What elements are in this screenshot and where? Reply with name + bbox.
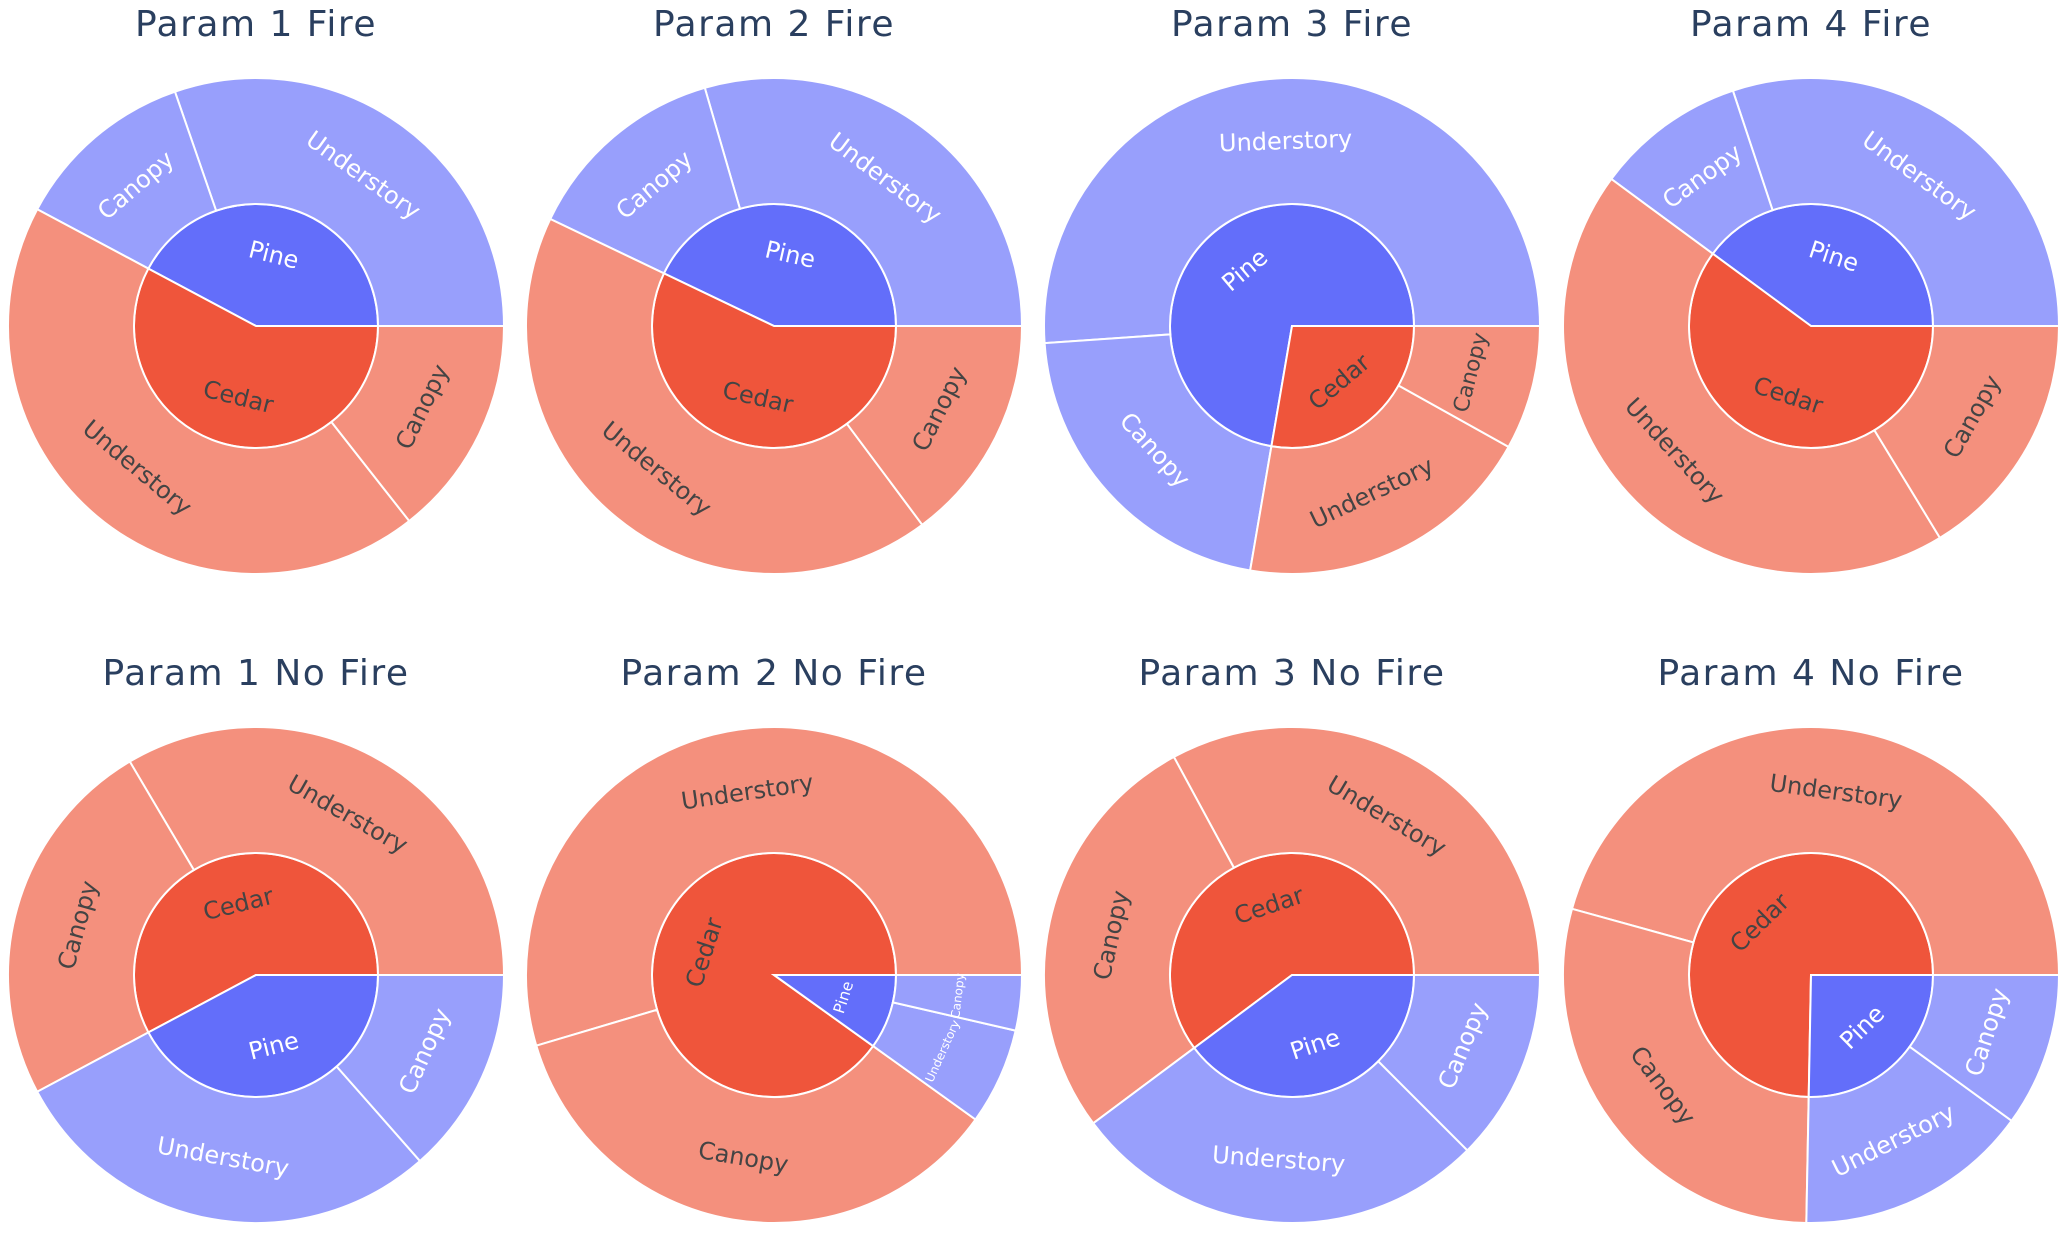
sunburst-panel: Param 3 No Fire Cedar Understory Canopy Pine… bbox=[1034, 653, 1550, 1253]
chart-title: Param 3 Fire bbox=[1170, 4, 1414, 45]
segment-cedar-canopy[interactable] bbox=[1043, 755, 1236, 1125]
segment-pine-understory[interactable] bbox=[1043, 77, 1542, 345]
segment-cedar-canopy[interactable] bbox=[7, 760, 196, 1094]
chart-title: Param 2 No Fire bbox=[620, 653, 928, 694]
segment-cedar-understory[interactable] bbox=[1248, 384, 1510, 575]
sunburst-panel: Param 1 No Fire Cedar Understory Canopy Pine… bbox=[0, 653, 514, 1253]
sunburst-chart: CedarUnderstoryCanopyPineUnderstoryCanop… bbox=[525, 726, 1024, 1224]
segment-cedar-canopy[interactable] bbox=[1873, 325, 2061, 540]
segment-cedar-understory[interactable] bbox=[7, 207, 411, 575]
segment-pine-canopy[interactable] bbox=[1908, 974, 2061, 1123]
sunburst-chart: PineUnderstoryCanopyCedarUnderstoryCanop… bbox=[525, 77, 1024, 575]
segment-pine-canopy[interactable] bbox=[335, 974, 506, 1163]
sunburst-panel: Param 1 Fire Pine Understory Canopy Cedar Und… bbox=[0, 4, 514, 604]
sunburst-chart: CedarUnderstoryCanopyPineUnderstoryCanop… bbox=[7, 726, 506, 1224]
segment-cedar-understory[interactable] bbox=[1570, 726, 2061, 976]
chart-title: Param 4 No Fire bbox=[1657, 653, 1965, 694]
segment-pine-understory[interactable] bbox=[1731, 77, 2061, 327]
chart-title: Param 3 No Fire bbox=[1138, 653, 1446, 694]
segment-cedar-canopy[interactable] bbox=[329, 325, 506, 523]
segment-pine-canopy[interactable] bbox=[1043, 333, 1273, 572]
sunburst-grid: Param 1 Fire Pine Understory Canopy Cedar Und… bbox=[0, 4, 2067, 1224]
sunburst-panel: Param 4 No Fire Cedar Understory Canopy Pine… bbox=[1553, 653, 2067, 1253]
chart-title: Param 4 Fire bbox=[1689, 4, 1933, 45]
segment-cedar-canopy[interactable] bbox=[1397, 325, 1542, 449]
sunburst-chart: PineUnderstoryCanopyCedarUnderstoryCanop… bbox=[1043, 77, 1542, 575]
sunburst-chart: CedarUnderstoryCanopyPineUnderstoryCanop… bbox=[1043, 726, 1542, 1224]
segment-pine-canopy[interactable] bbox=[35, 90, 218, 270]
sunburst-panel: Param 3 Fire Pine Understory Canopy Cedar Und… bbox=[1034, 4, 1550, 604]
segment-pine-understory[interactable] bbox=[173, 77, 506, 327]
segment-pine-understory[interactable] bbox=[1091, 1046, 1469, 1224]
sunburst-chart: CedarUnderstoryCanopyPineUnderstoryCanop… bbox=[1562, 726, 2061, 1224]
segment-pine-understory[interactable] bbox=[35, 1031, 422, 1224]
segment-pine-canopy[interactable] bbox=[891, 973, 1024, 1032]
segment-cedar-understory[interactable] bbox=[1172, 726, 1542, 976]
chart-title: Param 1 Fire bbox=[134, 4, 378, 45]
sunburst-panel: Param 4 Fire Pine Understory Canopy Cedar Und… bbox=[1553, 4, 2067, 604]
chart-title: Param 1 No Fire bbox=[102, 653, 410, 694]
sunburst-panel: Param 2 No Fire Cedar Understory Canopy Pine… bbox=[516, 653, 1032, 1253]
segment-cedar-understory[interactable] bbox=[1562, 177, 1942, 575]
segment-cedar-understory[interactable] bbox=[525, 726, 1024, 1047]
chart-title: Param 2 Fire bbox=[652, 4, 896, 45]
segment-cedar-canopy[interactable] bbox=[845, 325, 1024, 527]
segment-pine-understory[interactable] bbox=[703, 77, 1024, 327]
segment-label-canopy: Canopy bbox=[948, 973, 967, 1020]
sunburst-panel: Param 2 Fire Pine Understory Canopy Cedar Und… bbox=[516, 4, 1032, 604]
segment-pine-understory[interactable] bbox=[1805, 1045, 2014, 1224]
segment-pine-canopy[interactable] bbox=[1376, 974, 1542, 1152]
segment-cedar-understory[interactable] bbox=[128, 726, 506, 976]
sunburst-chart: PineUnderstoryCanopyCedarUnderstoryCanop… bbox=[7, 77, 506, 575]
segment-label-understory: Understory bbox=[1219, 125, 1353, 158]
segment-cedar-canopy[interactable] bbox=[535, 1008, 977, 1224]
segment-cedar-understory[interactable] bbox=[525, 217, 924, 575]
